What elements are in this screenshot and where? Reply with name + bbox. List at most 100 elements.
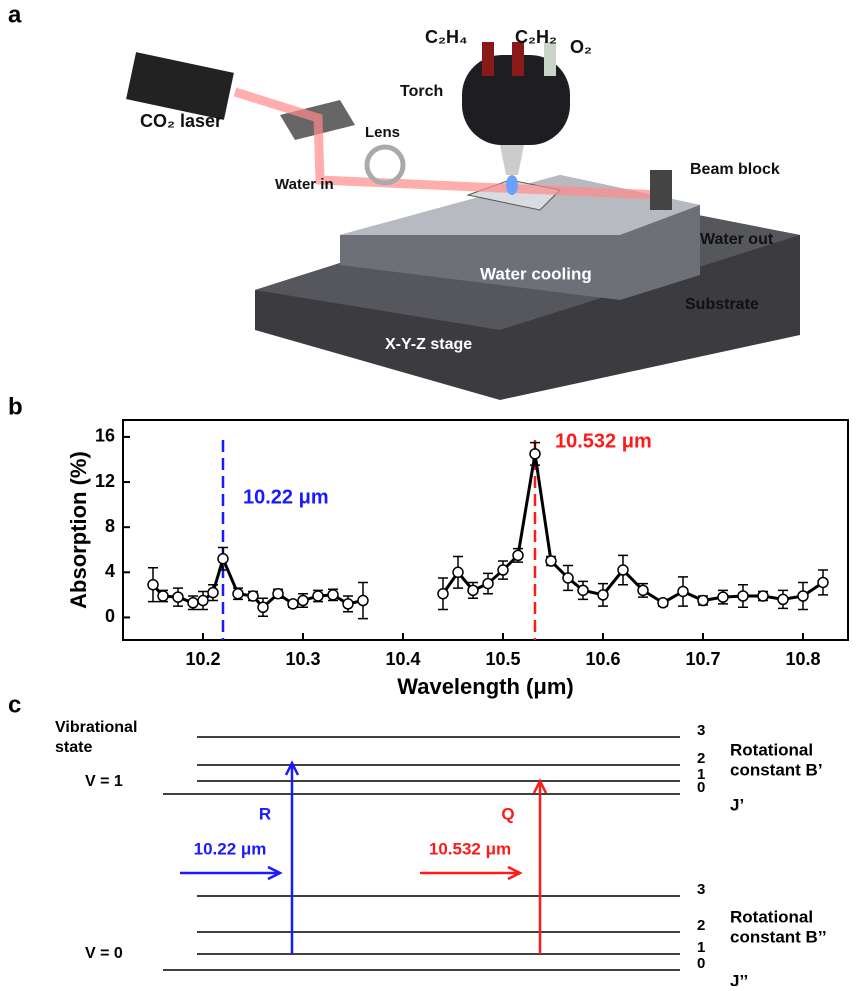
flame [506,175,518,195]
constant-label: Rotational [730,907,813,926]
gas-tube [482,42,494,76]
data-point [529,448,541,460]
panel-b: b 0 4 8 12 16 10.2 10.3 10.4 10.5 10.6 10.7 10.8 Wave… [8,393,849,699]
setup-label: C₂H₂ [515,27,557,47]
setup-label: Water cooling [480,264,592,283]
state-label: V = 1 [85,773,123,790]
setup-label: Water in [275,176,334,193]
level-label: 2 [697,917,705,934]
data-point [497,564,509,576]
j-label: J’ [730,795,744,814]
constant-label: constant B’’ [730,927,827,946]
data-point [187,597,199,609]
data-point [562,572,574,584]
setup-label: Beam block [690,161,780,178]
data-point [342,598,354,610]
x-tick-label: 10.4 [385,649,420,669]
torch-head [462,55,570,145]
data-point [467,584,479,597]
data-point [717,591,729,603]
y-axis-label: Absorption (%) [66,451,91,609]
data-point [482,577,494,590]
x-tick-label: 10.6 [585,649,620,669]
beam-block [650,170,672,210]
constant-label: Rotational [730,740,813,759]
laser-beam [233,87,661,200]
vibrational-label: state [55,739,92,756]
y-tick-label: 12 [95,471,115,491]
data-point [207,586,219,599]
y-tick-label: 16 [95,426,115,446]
data-point [512,549,524,562]
photon-arrow [420,865,523,881]
data-point [257,601,269,614]
setup-label: O₂ [570,37,592,57]
transition-arrow [284,760,300,954]
state-label: V = 0 [85,945,123,962]
panel-a-labels: a C₂H₄ C₂H₂ O₂ Torch CO₂ laser Lens Water in Bea… [8,1,780,353]
photon-arrow [180,865,283,881]
data-point [545,555,557,567]
setup-label: X-Y-Z stage [385,336,472,353]
panel-label: a [8,1,22,28]
data-point [597,589,609,601]
data-point [287,598,299,610]
setup-label: Lens [365,124,400,141]
data-point [247,590,259,602]
data-point [637,584,649,597]
level-label: 3 [697,881,705,898]
x-axis-label: Wavelength (μm) [397,674,573,699]
nozzle [500,145,524,175]
data-point [577,584,589,597]
data-point [327,589,339,601]
level-label: 2 [697,750,705,767]
data-point [777,593,789,606]
plot-frame [122,419,849,641]
level-label: 3 [697,722,705,739]
y-tick-label: 4 [105,561,115,581]
data-line [441,453,824,605]
data-point [172,591,184,603]
level-label: 0 [697,779,705,796]
constant-label: constant B’ [730,760,823,779]
data-point [232,587,244,600]
data-point [817,576,829,589]
lens [364,144,406,186]
j-label: J’’ [730,971,748,986]
annotation-text: 10.532 μm [555,430,652,452]
panel-label: c [8,691,21,718]
data-point [197,594,209,607]
data-point [157,590,169,602]
data-point [297,594,309,607]
setup-illustration [126,42,800,400]
branch-label: Q [501,804,514,823]
x-tick-label: 10.7 [685,649,720,669]
y-tick-label: 0 [105,606,115,626]
data-point [147,578,159,591]
y-tick-label: 8 [105,516,115,536]
x-tick-label: 10.2 [185,649,220,669]
data-point [357,594,369,607]
vibrational-label: Vibrational [55,719,137,736]
setup-label: Water out [700,231,774,248]
level-label: 1 [697,766,705,783]
photon-label: 10.532 μm [429,839,511,858]
photon-label: 10.22 μm [194,839,267,858]
level-label: 1 [697,939,705,956]
data-point [737,590,749,602]
data-point [797,590,809,602]
data-point [452,566,464,579]
x-tick-label: 10.3 [285,649,320,669]
panel-label: b [8,393,23,420]
gas-tube [512,42,524,76]
data-point [757,590,769,602]
data-point [617,564,629,576]
data-point [697,594,709,607]
level-label: 0 [697,955,705,972]
x-tick-label: 10.5 [485,649,520,669]
x-tick-label: 10.8 [785,649,820,669]
gas-tube [544,42,556,76]
annotation-text: 10.22 μm [243,486,329,508]
